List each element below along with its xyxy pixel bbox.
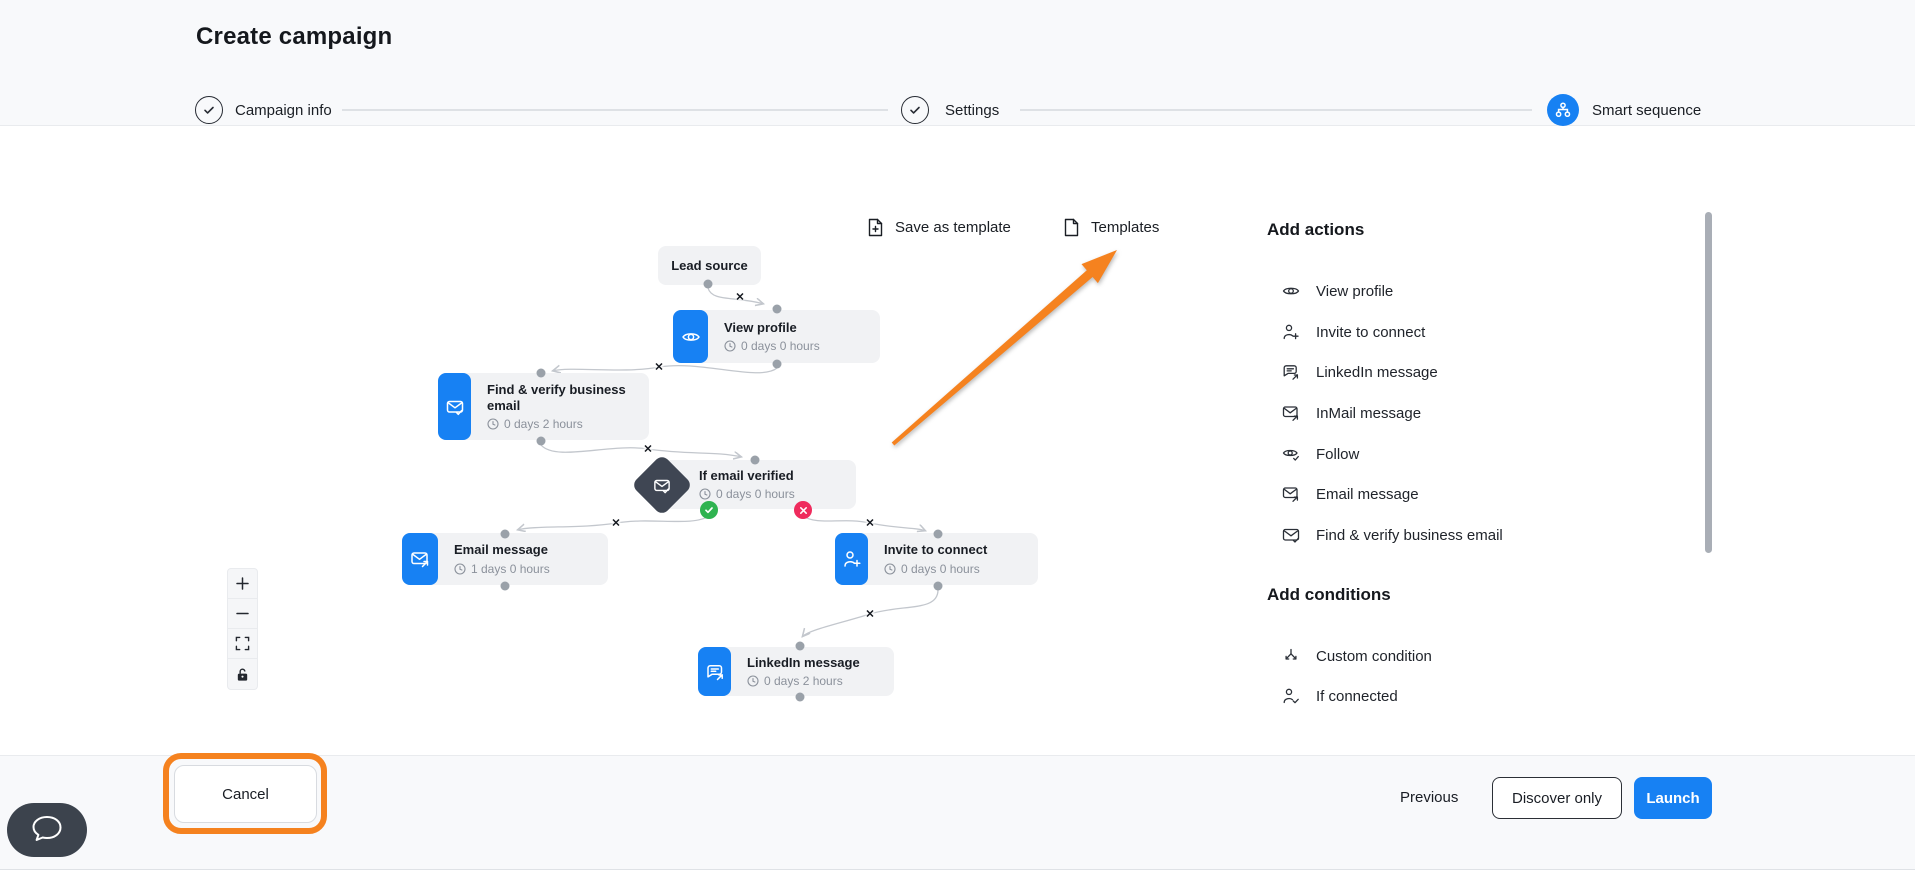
- clock-icon: [487, 418, 499, 430]
- launch-button[interactable]: Launch: [1634, 777, 1712, 819]
- email-verify-icon: [438, 373, 471, 440]
- cancel-button[interactable]: Cancel: [174, 765, 317, 823]
- action-linkedin-message[interactable]: LinkedIn message: [1282, 360, 1438, 384]
- step-smart-sequence-icon[interactable]: [1547, 94, 1579, 126]
- clock-icon: [884, 563, 896, 575]
- node-title: Invite to connect: [884, 542, 988, 558]
- action-invite-to-connect[interactable]: Invite to connect: [1282, 320, 1425, 344]
- footer-bar: Cancel Previous Discover only Launch: [0, 755, 1915, 870]
- sequence-icon: [1555, 102, 1571, 118]
- node-view-profile[interactable]: View profile 0 days 0 hours: [673, 310, 880, 363]
- check-icon: [204, 106, 214, 114]
- file-icon: [1064, 218, 1079, 237]
- envelope-arrow-icon: [1282, 487, 1299, 502]
- previous-button[interactable]: Previous: [1400, 788, 1459, 806]
- step-connector-line: [342, 109, 888, 111]
- chat-arrow-icon: [1283, 365, 1299, 380]
- save-as-template-label: Save as template: [895, 219, 1011, 236]
- node-delay: 0 days 0 hours: [699, 487, 795, 501]
- step-campaign-info-label[interactable]: Campaign info: [235, 102, 332, 119]
- clock-icon: [454, 563, 466, 575]
- clock-icon: [724, 340, 736, 352]
- email-message-icon: [402, 533, 438, 585]
- lock-button[interactable]: [228, 659, 257, 689]
- sequence-canvas[interactable]: Save as template Templates Lead source V…: [0, 126, 1915, 755]
- discover-only-button[interactable]: Discover only: [1492, 777, 1622, 819]
- person-check-icon: [1283, 688, 1299, 704]
- branch-yes-icon: [700, 501, 718, 519]
- delete-connection-icon[interactable]: ✕: [643, 443, 653, 456]
- envelope-arrow-icon: [1282, 406, 1299, 421]
- delete-connection-icon[interactable]: ✕: [654, 361, 664, 374]
- person-plus-icon: [1283, 324, 1299, 340]
- zoom-out-button[interactable]: [228, 599, 257, 629]
- node-title: If email verified: [699, 467, 794, 483]
- node-lead-source[interactable]: Lead source: [658, 246, 761, 285]
- condition-if-connected[interactable]: If connected: [1282, 684, 1398, 708]
- annotation-arrow: [891, 250, 1117, 446]
- action-follow[interactable]: Follow: [1282, 442, 1359, 466]
- invite-connect-icon: [835, 533, 868, 585]
- node-title: View profile: [724, 319, 797, 335]
- action-email-message[interactable]: Email message: [1282, 482, 1419, 506]
- panel-scrollbar[interactable]: [1705, 212, 1712, 553]
- condition-custom[interactable]: Custom condition: [1282, 644, 1432, 668]
- node-delay: 0 days 0 hours: [724, 339, 820, 353]
- delete-connection-icon[interactable]: ✕: [611, 517, 621, 530]
- action-find-verify-email[interactable]: Find & verify business email: [1282, 523, 1503, 547]
- page-title: Create campaign: [196, 23, 393, 50]
- canvas-controls: [227, 568, 258, 690]
- step-campaign-info-check[interactable]: [195, 96, 223, 124]
- node-delay: 0 days 2 hours: [747, 674, 860, 688]
- node-linkedin-message[interactable]: LinkedIn message 0 days 2 hours: [698, 647, 894, 696]
- node-find-verify-email[interactable]: Find & verify business email 0 days 2 ho…: [438, 373, 649, 440]
- add-actions-heading: Add actions: [1267, 220, 1365, 239]
- action-inmail-message[interactable]: InMail message: [1282, 401, 1421, 425]
- save-as-template-button[interactable]: Save as template: [866, 218, 1011, 237]
- node-email-message[interactable]: Email message 1 days 0 hours: [402, 533, 608, 585]
- zoom-in-button[interactable]: [228, 569, 257, 599]
- branch-icon: [1285, 648, 1297, 660]
- step-smart-sequence-label[interactable]: Smart sequence: [1592, 102, 1702, 119]
- delete-connection-icon[interactable]: ✕: [865, 608, 875, 621]
- node-delay: 1 days 0 hours: [454, 562, 550, 576]
- envelope-check-icon: [1282, 528, 1300, 543]
- delete-connection-icon[interactable]: ✕: [735, 291, 745, 304]
- header: Create campaign Campaign info Settings S…: [0, 0, 1915, 126]
- delete-connection-icon[interactable]: ✕: [865, 517, 875, 530]
- linkedin-message-icon: [698, 647, 731, 696]
- clock-icon: [747, 675, 759, 687]
- chat-bubble-icon: [32, 816, 62, 841]
- file-plus-icon: [868, 218, 883, 237]
- clock-icon: [699, 488, 711, 500]
- fit-view-button[interactable]: [228, 629, 257, 659]
- node-title: Find & verify business email: [487, 381, 626, 413]
- view-profile-icon: [673, 310, 708, 363]
- node-delay: 0 days 2 hours: [487, 417, 633, 431]
- chat-widget-button[interactable]: [7, 803, 87, 857]
- templates-label: Templates: [1091, 219, 1160, 236]
- condition-diamond-icon[interactable]: [630, 453, 694, 517]
- node-invite-to-connect[interactable]: Invite to connect 0 days 0 hours: [835, 533, 1038, 585]
- node-title: Lead source: [671, 258, 748, 273]
- step-connector-line: [1020, 109, 1532, 111]
- add-conditions-heading: Add conditions: [1267, 585, 1391, 604]
- branch-no-icon: [794, 501, 812, 519]
- eye-check-icon: [1282, 449, 1299, 461]
- action-view-profile[interactable]: View profile: [1282, 279, 1393, 303]
- node-title: LinkedIn message: [747, 654, 860, 670]
- node-delay: 0 days 0 hours: [884, 562, 987, 576]
- templates-button[interactable]: Templates: [1062, 218, 1159, 237]
- node-title: Email message: [454, 542, 548, 558]
- step-settings-label[interactable]: Settings: [945, 102, 1000, 119]
- step-settings-check[interactable]: [901, 96, 929, 124]
- eye-icon: [1282, 287, 1300, 295]
- check-icon: [910, 106, 920, 114]
